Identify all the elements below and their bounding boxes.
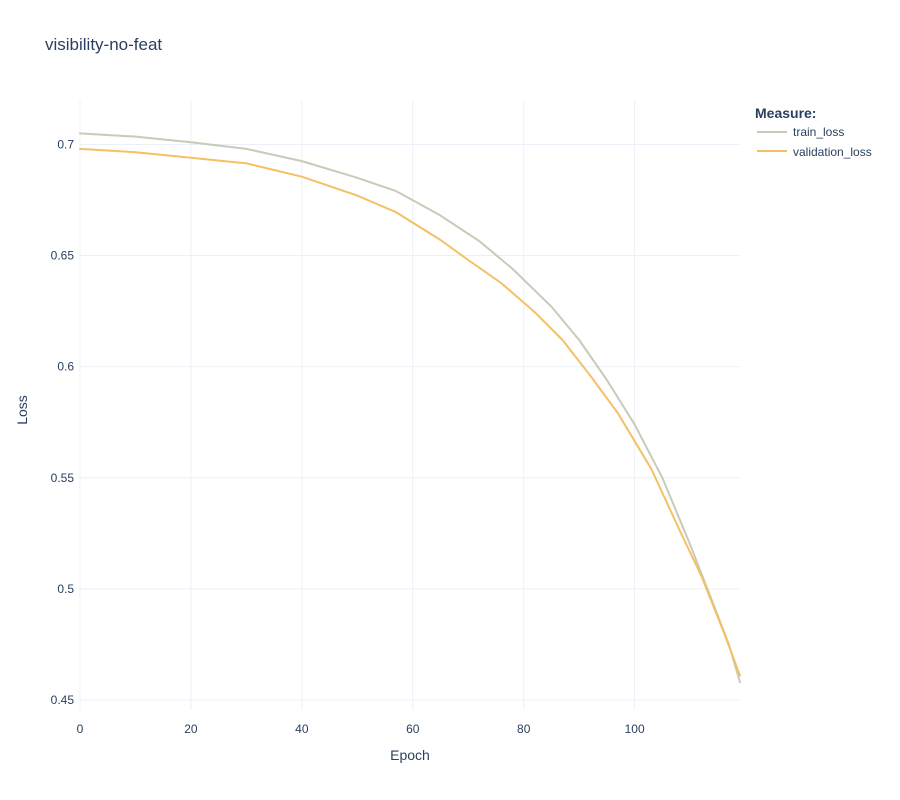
x-tick-label: 100 xyxy=(625,722,645,736)
x-axis-title[interactable]: Epoch xyxy=(390,747,430,763)
y-tick-label: 0.55 xyxy=(51,471,75,485)
x-axis-ticks: 0 20 40 60 80 100 xyxy=(77,722,645,736)
x-tick-label: 20 xyxy=(184,722,198,736)
x-tick-label: 0 xyxy=(77,722,84,736)
x-tick-label: 40 xyxy=(295,722,309,736)
y-tick-label: 0.5 xyxy=(57,582,74,596)
y-axis-title[interactable]: Loss xyxy=(14,395,30,425)
y-axis-ticks: 0.45 0.5 0.55 0.6 0.65 0.7 xyxy=(51,137,75,707)
y-tick-label: 0.65 xyxy=(51,249,75,263)
grid xyxy=(79,100,740,710)
legend-item-train-loss[interactable]: train_loss xyxy=(757,125,844,139)
series-line-validation-loss[interactable] xyxy=(79,147,741,677)
series-layer xyxy=(79,132,741,684)
y-tick-label: 0.6 xyxy=(57,360,74,374)
x-tick-label: 60 xyxy=(406,722,420,736)
legend-label-validation-loss: validation_loss xyxy=(793,145,872,159)
legend: Measure: train_loss validation_loss xyxy=(755,105,872,159)
x-tick-label: 80 xyxy=(517,722,531,736)
legend-item-validation-loss[interactable]: validation_loss xyxy=(757,145,872,159)
legend-label-train-loss: train_loss xyxy=(793,125,844,139)
y-tick-label: 0.7 xyxy=(57,137,74,151)
chart-title: visibility-no-feat xyxy=(45,35,162,54)
y-tick-label: 0.45 xyxy=(51,693,75,707)
series-line-train-loss[interactable] xyxy=(79,132,741,684)
legend-title: Measure: xyxy=(755,105,816,121)
